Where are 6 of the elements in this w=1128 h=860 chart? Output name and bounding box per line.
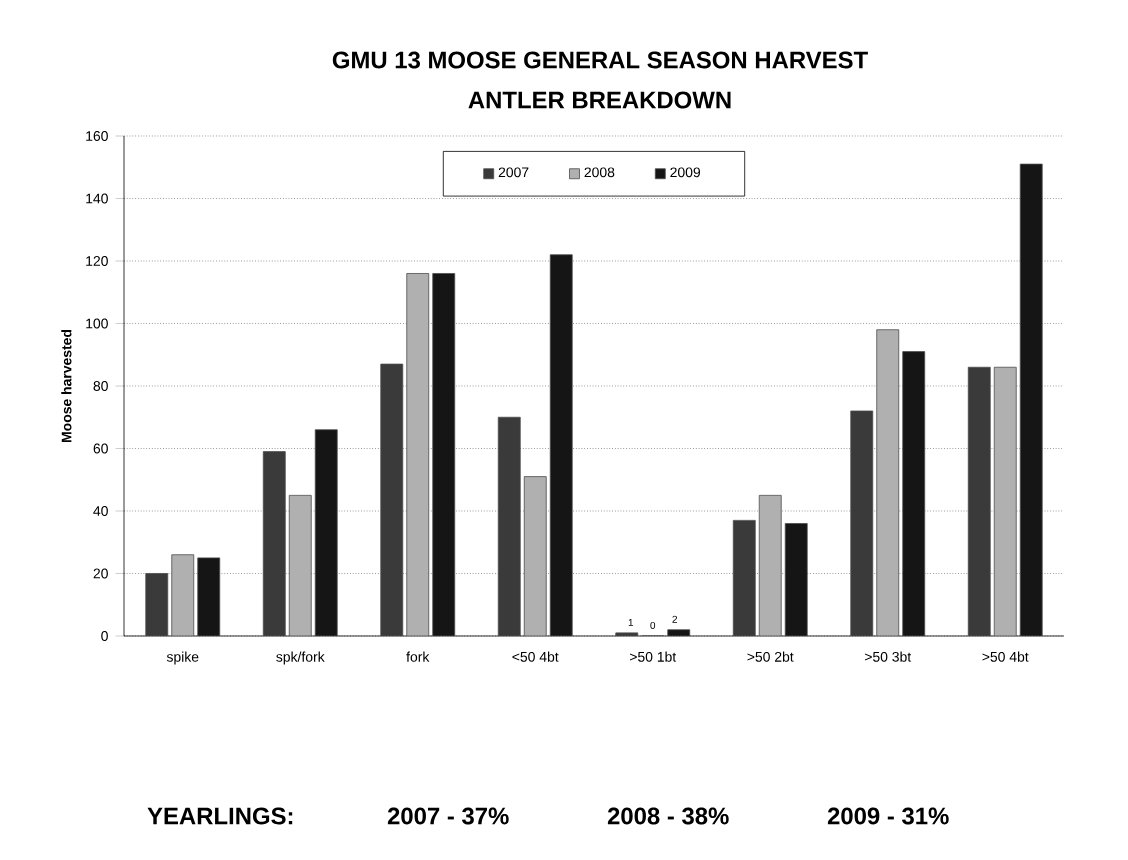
chart-subtitle: ANTLER BREAKDOWN (468, 91, 731, 109)
text: 2009 - 31% (827, 807, 949, 825)
chart-title: GMU 13 MOOSE GENERAL SEASON HARVEST (332, 51, 868, 69)
text: YEARLINGS: (147, 807, 293, 825)
text: 2007 - 37% (387, 807, 509, 825)
text: 2008 - 38% (607, 807, 729, 825)
